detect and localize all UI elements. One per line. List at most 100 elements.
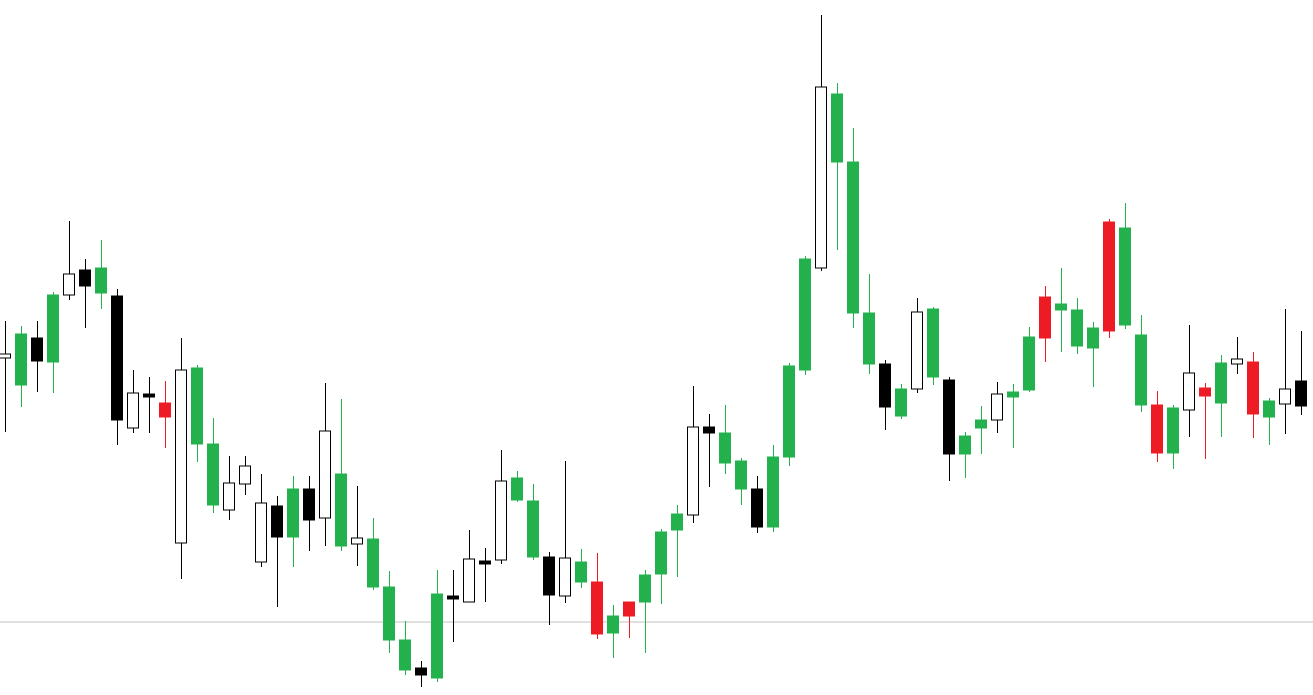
candle [431, 570, 443, 682]
candle [943, 377, 955, 481]
candle [975, 406, 987, 454]
candle [1279, 309, 1291, 434]
candle-body [239, 465, 251, 485]
candle [815, 15, 827, 271]
candle-body [1215, 362, 1227, 404]
candle-body [895, 388, 907, 417]
candle [1103, 219, 1115, 338]
candle [1071, 298, 1083, 354]
candle [527, 484, 539, 560]
candle-body [143, 393, 155, 398]
candle-body [1119, 227, 1131, 326]
candle-body [767, 456, 779, 528]
candle [879, 360, 891, 430]
candle-body [191, 367, 203, 445]
candle [511, 471, 523, 502]
candle [1007, 384, 1019, 448]
candle [831, 83, 843, 250]
candle-body [1231, 358, 1243, 365]
candle [143, 377, 155, 433]
candle-body [1087, 327, 1099, 349]
candle-body [655, 531, 667, 575]
candle-body [287, 488, 299, 538]
candle [767, 445, 779, 532]
candle-body [79, 269, 91, 287]
candle-body [1039, 296, 1051, 339]
candle-body [943, 379, 955, 455]
candle [1215, 355, 1227, 437]
candle [463, 530, 475, 603]
candle [31, 321, 43, 392]
candle-body [271, 505, 283, 538]
candle [479, 548, 491, 602]
candle-body [527, 500, 539, 558]
candle-body [319, 430, 331, 519]
candle-body [1279, 388, 1291, 405]
candle-body [1151, 404, 1163, 454]
candle [239, 456, 251, 495]
candle-body [431, 593, 443, 679]
candle [175, 338, 187, 579]
candle [1183, 325, 1195, 437]
candle [79, 259, 91, 328]
candle [111, 289, 123, 445]
candle [623, 601, 635, 638]
candle-body [495, 480, 507, 561]
candle-body [591, 581, 603, 635]
candle [991, 382, 1003, 433]
candle-body [367, 538, 379, 588]
candle-body [15, 333, 27, 386]
candle-body [31, 337, 43, 362]
candle [351, 486, 363, 566]
candle [1135, 315, 1147, 412]
candle-body [831, 93, 843, 163]
candle-body [95, 267, 107, 294]
candle-body [511, 477, 523, 501]
candle [367, 518, 379, 590]
candle-body [847, 161, 859, 314]
candle-body [447, 595, 459, 600]
candle-body [1055, 303, 1067, 311]
candle-body [639, 574, 651, 603]
candle [655, 529, 667, 604]
candles-layer [0, 15, 1307, 687]
candle [0, 321, 11, 432]
candle [1039, 286, 1051, 362]
candle-body [703, 426, 715, 434]
candle [927, 307, 939, 385]
candle-body [735, 460, 747, 490]
candle [687, 386, 699, 523]
candle-body [479, 560, 491, 565]
candle [223, 456, 235, 520]
candle-body [351, 537, 363, 545]
candle [1151, 391, 1163, 462]
candle [1263, 398, 1275, 445]
candle [671, 505, 683, 577]
candle-body [303, 488, 315, 521]
candle [383, 571, 395, 653]
candle [895, 384, 907, 419]
candle-body [543, 556, 555, 596]
candle-body [1167, 407, 1179, 454]
candle-body [1007, 391, 1019, 398]
candle [1199, 383, 1211, 459]
candle [1247, 352, 1259, 438]
candle [559, 461, 571, 603]
candle [495, 450, 507, 564]
candle-body [623, 601, 635, 617]
candle [127, 370, 139, 433]
candle-body [207, 443, 219, 506]
candle [1055, 268, 1067, 352]
candle-body [975, 419, 987, 429]
candle-body [399, 639, 411, 671]
candle-body [111, 295, 123, 421]
candle [703, 414, 715, 487]
candle-body [719, 432, 731, 464]
candle [863, 274, 875, 374]
candle [639, 570, 651, 653]
candle [959, 432, 971, 478]
candle-body [1199, 387, 1211, 397]
candle-body [991, 393, 1003, 421]
candle [287, 476, 299, 567]
